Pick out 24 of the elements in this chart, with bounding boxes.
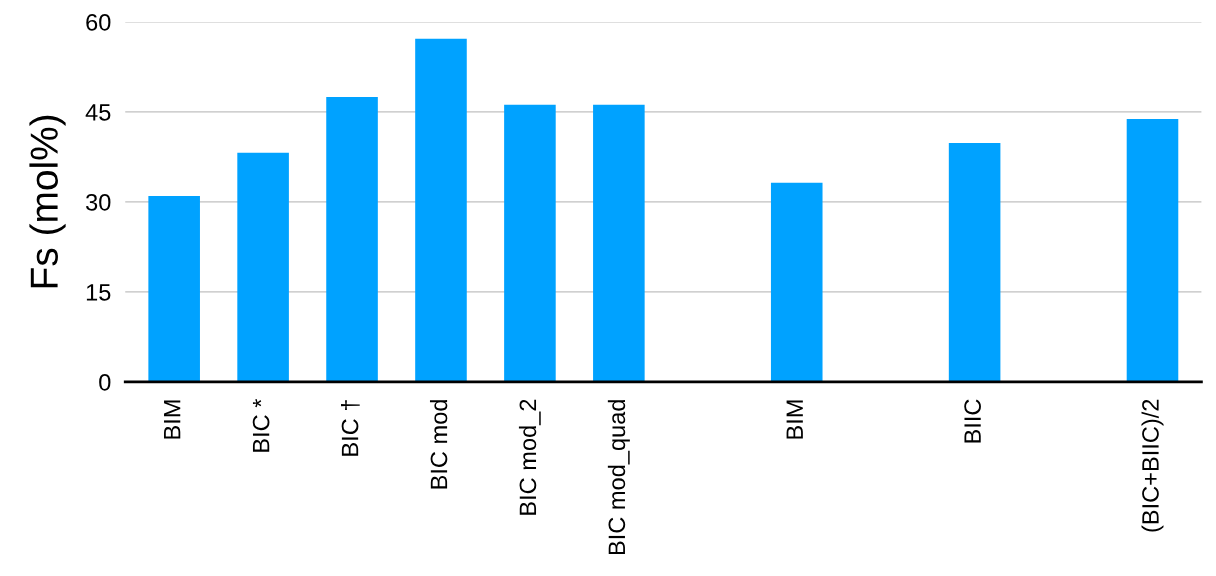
bar xyxy=(415,38,467,382)
x-tick-label: BIC mod xyxy=(429,400,448,489)
bar xyxy=(148,195,200,382)
y-tick-label: 60 xyxy=(86,13,111,31)
bar xyxy=(770,182,823,382)
y-tick-label: 30 xyxy=(86,193,111,211)
x-tick-label: BIM xyxy=(164,400,181,439)
y-axis-title: Fs (mol%) xyxy=(29,115,66,288)
bar xyxy=(237,152,289,382)
bar xyxy=(1126,119,1179,382)
y-tick-label: 0 xyxy=(99,373,111,391)
y-tick-label: 45 xyxy=(85,104,111,121)
x-tick-label: BIC * xyxy=(252,398,270,452)
y-tick-label: 15 xyxy=(86,284,111,301)
bar xyxy=(504,104,556,382)
x-tick-label: BIC † xyxy=(341,400,360,456)
x-tick-label: BIC mod_quad xyxy=(607,400,630,555)
x-tick-label: (BIC+BIIC)/2 xyxy=(1141,399,1164,532)
bar xyxy=(593,104,645,382)
bar xyxy=(948,143,1001,382)
bar xyxy=(326,96,378,382)
x-tick-label: BIM xyxy=(786,400,803,439)
x-tick-label: BIIC xyxy=(964,399,981,443)
x-tick-label: BIC mod_2 xyxy=(518,399,541,515)
